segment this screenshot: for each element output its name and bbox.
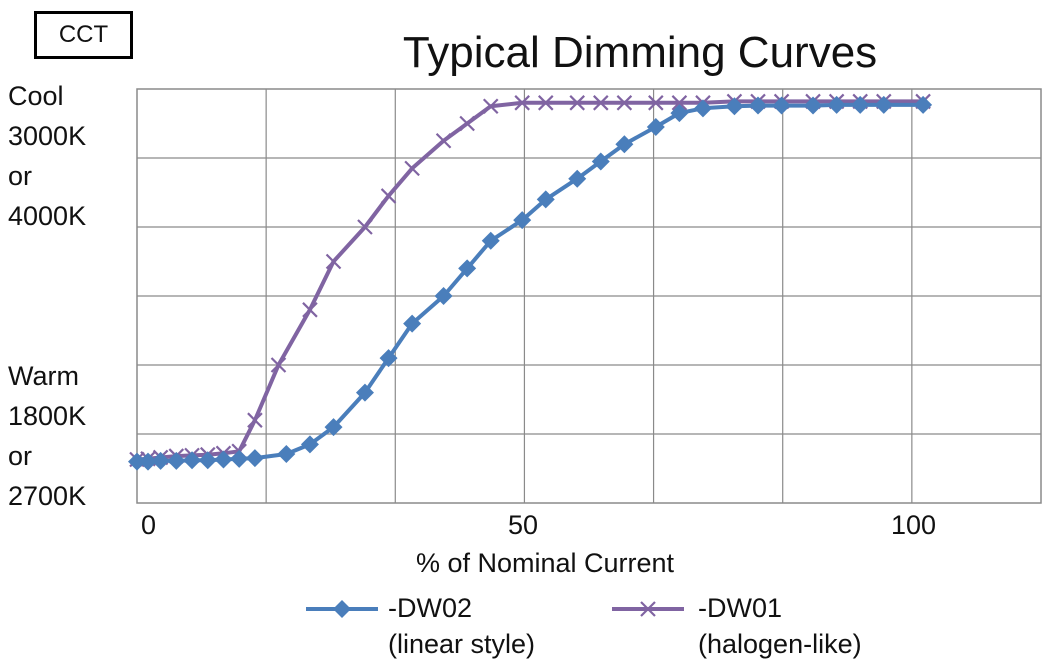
chart-title: Typical Dimming Curves (402, 28, 878, 77)
data-point-dw01 (537, 95, 554, 111)
data-point-dw01 (435, 132, 452, 149)
x-tick-label: 0 (141, 510, 157, 540)
legend-label: -DW02 (388, 593, 473, 623)
x-tick-label: 50 (508, 510, 539, 540)
data-point-dw02 (300, 435, 319, 454)
data-point-dw02 (804, 96, 823, 115)
data-point-dw02 (183, 451, 202, 470)
data-point-dw01 (569, 95, 585, 111)
data-point-dw01 (247, 412, 263, 428)
data-point-dw02 (230, 449, 249, 468)
legend-swatch-marker (333, 600, 351, 618)
data-point-dw01 (593, 95, 609, 111)
legend-entry-dw01: -DW01 (halogen-like) (698, 590, 862, 662)
data-point-dw02 (277, 445, 296, 464)
data-point-dw01 (482, 98, 499, 115)
y-annotation-bottom-line: or (8, 441, 33, 471)
data-point-dw02 (914, 95, 933, 114)
data-point-dw02 (458, 259, 477, 278)
data-point-dw02 (481, 231, 500, 250)
data-point-dw02 (434, 287, 453, 305)
data-point-dw02 (128, 452, 146, 471)
y-annotation-top-line: Cool (8, 81, 64, 111)
y-annotation-bottom: Warm 1800K or 2700K (8, 356, 86, 516)
data-point-dw02 (749, 96, 768, 115)
y-annotation-bottom-line: Warm (8, 361, 79, 391)
legend-sublabel: (halogen-like) (698, 629, 862, 659)
legend-label: -DW01 (698, 593, 783, 623)
data-point-dw02 (324, 418, 343, 437)
x-axis-label: % of Nominal Current (415, 548, 675, 578)
data-point-dw01 (514, 95, 530, 111)
data-point-dw01 (404, 160, 420, 177)
data-point-dw01 (616, 95, 633, 111)
y-annotation-top-line: 3000K (8, 121, 87, 151)
data-point-dw01 (459, 115, 475, 132)
data-point-dw01 (270, 357, 287, 373)
data-point-dw02 (151, 451, 170, 470)
data-point-dw01 (648, 95, 664, 111)
data-point-dw02 (198, 451, 217, 470)
y-annotation-top: Cool 3000K or 4000K (8, 76, 86, 236)
data-point-dw02 (646, 117, 665, 136)
data-point-dw02 (536, 190, 555, 209)
legend-entry-dw02: -DW02 (linear style) (388, 590, 535, 662)
data-point-dw01 (325, 253, 342, 270)
cct-label-box: CCT (34, 11, 133, 59)
data-point-dw02 (355, 383, 374, 402)
data-point-dw02 (139, 452, 158, 471)
legend-sublabel: (linear style) (388, 629, 536, 659)
data-point-dw02 (772, 96, 791, 115)
data-point-dw02 (670, 104, 689, 123)
data-point-dw02 (615, 135, 634, 154)
legend-swatch-marker (640, 601, 656, 617)
y-annotation-bottom-line: 1800K (8, 401, 87, 431)
data-point-dw01 (357, 219, 373, 235)
data-point-dw02 (167, 451, 186, 470)
data-point-dw02 (591, 152, 610, 171)
y-annotation-top-line: 4000K (8, 201, 87, 231)
data-point-dw02 (214, 450, 233, 469)
series-line-dw01 (136, 99, 924, 462)
data-point-dw02 (513, 211, 532, 230)
data-point-dw02 (379, 349, 398, 368)
x-tick-label: 100 (891, 510, 937, 540)
y-annotation-top-line: or (8, 161, 33, 191)
cct-label: CCT (58, 21, 109, 48)
data-point-dw02 (851, 95, 870, 114)
data-point-dw02 (874, 95, 893, 114)
data-point-dw02 (827, 95, 846, 114)
data-point-dw02 (725, 97, 744, 116)
data-point-dw02 (693, 99, 712, 118)
data-point-dw01 (302, 302, 318, 318)
y-annotation-bottom-line: 2700K (8, 481, 87, 511)
data-point-dw02 (403, 314, 422, 333)
data-point-dw01 (380, 188, 397, 204)
data-point-dw02 (245, 449, 264, 468)
data-point-dw01 (671, 95, 688, 111)
data-point-dw02 (568, 169, 587, 188)
